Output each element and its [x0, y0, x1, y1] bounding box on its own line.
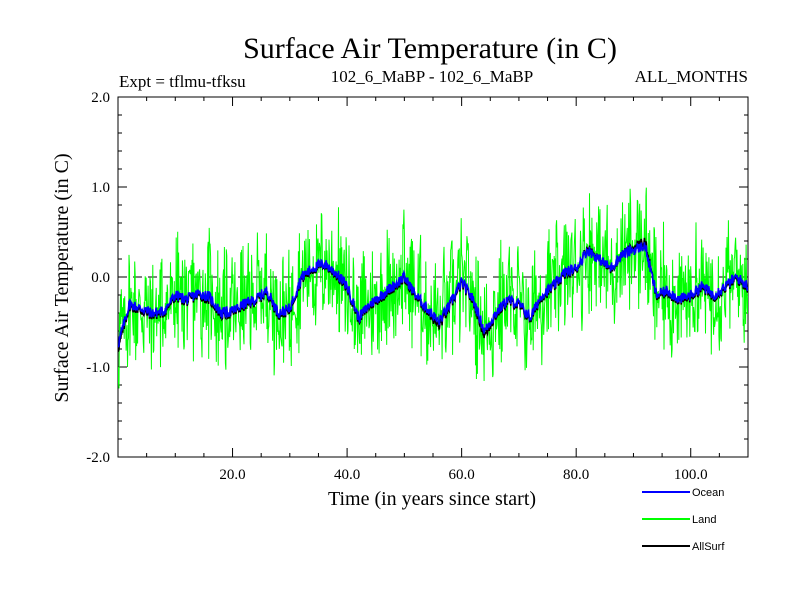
legend: Ocean Land AllSurf: [642, 487, 725, 553]
legend-label-land: Land: [692, 514, 716, 526]
expt-subtitle: Expt = tflmu-tfksu: [119, 72, 246, 91]
y-tick-label: -1.0: [86, 360, 110, 376]
legend-label-ocean: Ocean: [692, 487, 724, 499]
y-tick-label: -2.0: [86, 450, 110, 466]
x-tick-label: 60.0: [449, 467, 475, 483]
chart-title: Surface Air Temperature (in C): [243, 32, 617, 65]
x-axis-label: Time (in years since start): [328, 488, 536, 510]
legend-label-allsurf: AllSurf: [692, 541, 725, 553]
x-tick-label: 20.0: [219, 467, 245, 483]
series-line-ocean: [118, 242, 748, 348]
x-tick-label: 80.0: [563, 467, 589, 483]
case-subtitle: 102_6_MaBP - 102_6_MaBP: [331, 67, 533, 86]
plot-area: 20.0 40.0 60.0 80.0 100.0 2.0 1.0 0.0 -1.0 -2.0: [86, 90, 749, 483]
x-tick-label: 40.0: [334, 467, 360, 483]
y-tick-label: 0.0: [91, 270, 110, 286]
y-tick-label: 1.0: [91, 180, 110, 196]
x-tick-label: 100.0: [674, 467, 708, 483]
y-tick-label: 2.0: [91, 90, 110, 106]
months-subtitle: ALL_MONTHS: [635, 67, 748, 86]
y-axis-label: Surface Air Temperature (in C): [51, 153, 73, 402]
series-line-land: [118, 187, 748, 389]
